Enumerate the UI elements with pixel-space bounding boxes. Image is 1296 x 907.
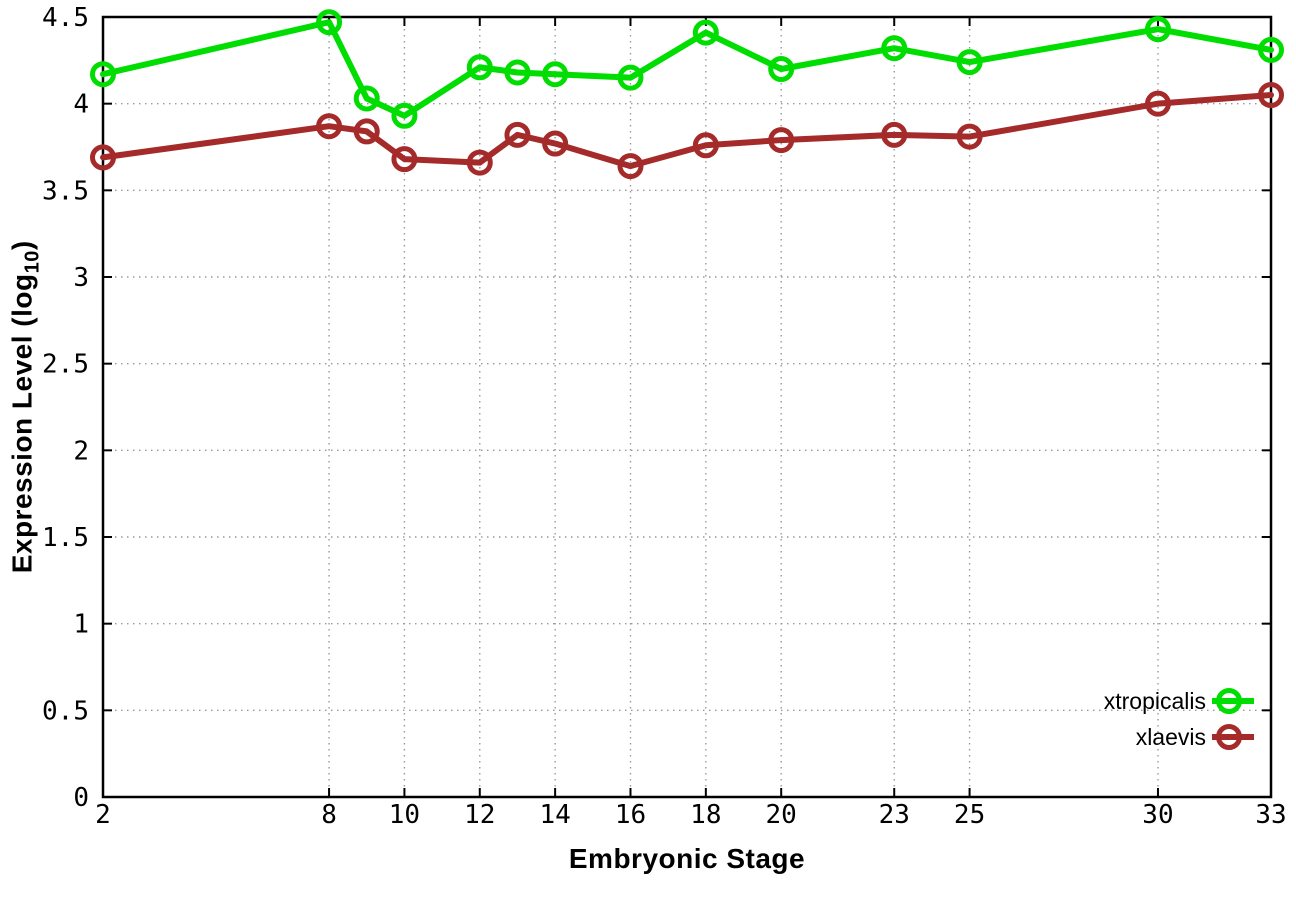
xtropicalis-line: [100, 19, 1274, 119]
xlaevis-marker: [391, 146, 418, 173]
xtropicalis-marker: [353, 85, 380, 112]
xlaevis-marker: [768, 127, 795, 154]
xtropicalis-marker: [90, 61, 116, 88]
legend-label-xlaevis: xlaevis: [1136, 724, 1206, 750]
xtropicalis-marker: [956, 49, 983, 76]
xlaevis-marker: [1258, 82, 1284, 108]
y-tick-label: 2: [73, 436, 89, 466]
y-tick-label: 3: [73, 263, 89, 293]
x-tick-label: 20: [766, 800, 797, 830]
x-tick-label: 33: [1255, 800, 1286, 830]
xlaevis-line: [100, 92, 1274, 170]
x-tick-label: 14: [539, 800, 570, 830]
x-tick-label: 12: [464, 800, 495, 830]
y-tick-label: 4.5: [42, 3, 89, 33]
xtropicalis-marker: [1144, 16, 1171, 43]
y-tick-label: 0.5: [42, 696, 89, 726]
xlaevis-marker: [542, 130, 569, 157]
y-tick-label: 3.5: [42, 176, 89, 206]
xlaevis-marker: [692, 132, 719, 159]
xlaevis-marker: [316, 113, 343, 140]
xtropicalis-marker: [316, 9, 343, 36]
xtropicalis-marker: [391, 102, 418, 129]
x-tick-label: 16: [615, 800, 646, 830]
y-tick-label: 2.5: [42, 350, 89, 380]
xlaevis-marker: [466, 149, 493, 176]
xlaevis-marker: [1144, 90, 1171, 117]
x-tick-label: 2: [95, 800, 111, 830]
xtropicalis-marker: [504, 59, 531, 86]
xlaevis-marker: [90, 144, 116, 171]
x-axis-title: Embryonic Stage: [568, 843, 806, 874]
x-tick-label: 25: [954, 800, 985, 830]
plot-border: [101, 15, 1273, 799]
x-tick-label: 10: [389, 800, 420, 830]
xlaevis-marker: [353, 118, 380, 145]
y-tick-label: 0: [73, 783, 89, 813]
x-tick-label: 18: [690, 800, 721, 830]
xtropicalis-marker: [692, 19, 719, 46]
x-tick-label: 30: [1142, 800, 1173, 830]
xtropicalis-marker: [881, 35, 908, 62]
xtropicalis-marker: [1258, 36, 1284, 63]
xtropicalis-marker: [617, 64, 644, 91]
xlaevis-marker: [504, 121, 531, 148]
legend-marker-xlaevis: [1216, 724, 1242, 750]
legend-label-xtropicalis: xtropicalis: [1104, 688, 1206, 714]
xlaevis-marker: [617, 153, 644, 180]
y-tick-label: 1.5: [42, 523, 89, 553]
xtropicalis-marker: [768, 56, 795, 82]
y-tick-label: 4: [73, 90, 89, 120]
xlaevis-marker: [881, 121, 908, 148]
xtropicalis-marker: [466, 54, 493, 81]
x-tick-label: 23: [879, 800, 910, 830]
xlaevis-marker: [956, 123, 983, 150]
legend-marker-xtropicalis: [1216, 688, 1242, 714]
y-tick-label: 1: [73, 610, 89, 640]
x-tick-label: 8: [321, 800, 337, 830]
xtropicalis-marker: [542, 61, 569, 88]
